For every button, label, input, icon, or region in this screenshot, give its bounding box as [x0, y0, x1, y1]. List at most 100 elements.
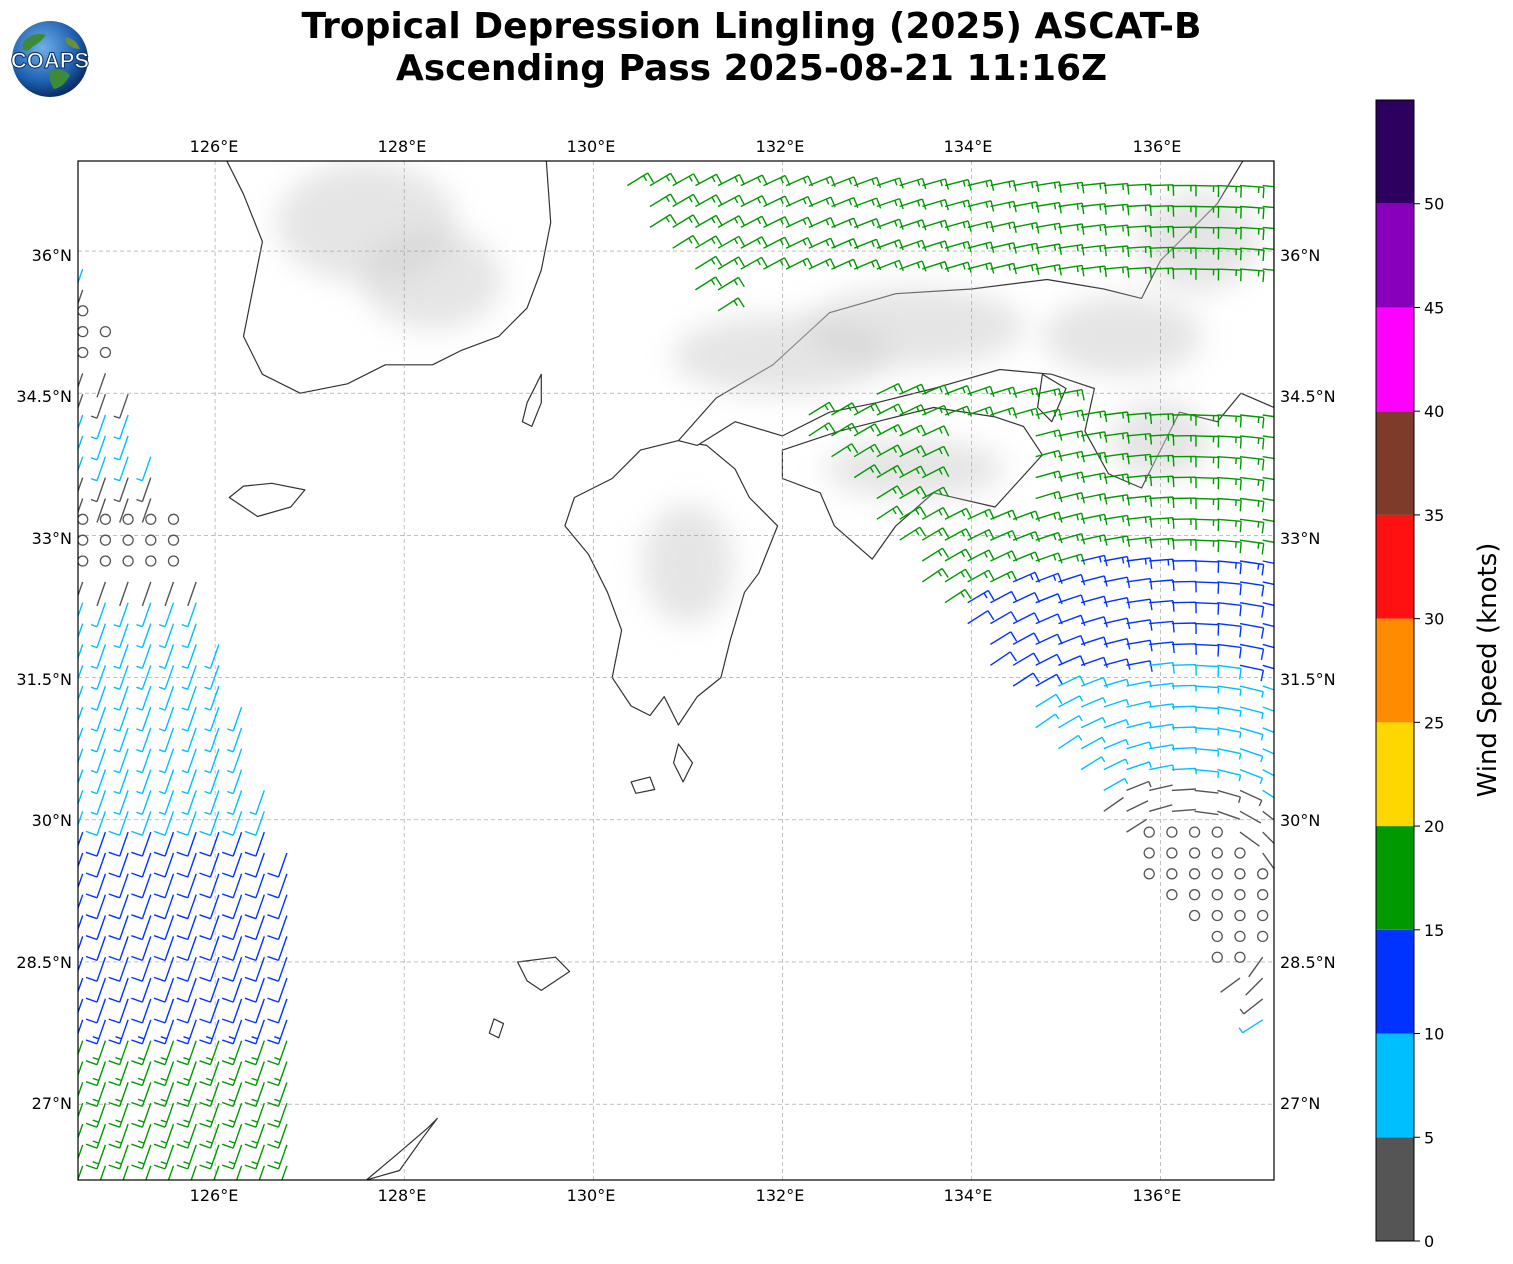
wind-barb [967, 549, 995, 562]
wind-barb [119, 581, 129, 607]
wind-barb [113, 665, 129, 690]
wind-barb [1194, 643, 1220, 657]
wind-barb [221, 894, 243, 920]
wind-barb [244, 852, 265, 878]
wind-barb [876, 423, 904, 437]
wind-barb [199, 977, 220, 1003]
wind-barb [108, 873, 129, 899]
wind-barb [1239, 205, 1265, 220]
wind-barb [1035, 531, 1063, 544]
wind-barb [153, 852, 175, 878]
wind-barb [153, 977, 175, 1003]
wind-barb [221, 831, 243, 857]
wind-barb [1194, 414, 1220, 427]
wind-barb [108, 956, 129, 982]
wind-barb [181, 623, 197, 649]
wind-barb [1103, 535, 1131, 548]
wind-barb [921, 527, 950, 541]
wind-barb [899, 198, 927, 210]
calm-wind-marker [1234, 930, 1246, 943]
lat-tick-left: 33°N [32, 529, 72, 548]
wind-barb [1194, 581, 1220, 594]
wind-barb [244, 956, 265, 982]
wind-barb [153, 956, 175, 982]
wind-barb [899, 239, 927, 252]
wind-barb [740, 195, 768, 208]
wind-barb [176, 873, 197, 899]
okinawa-island [365, 1117, 438, 1180]
wind-barb [1239, 184, 1265, 199]
wind-barb [1262, 476, 1274, 481]
wind-barb [1171, 247, 1197, 260]
wind-barb [1194, 476, 1220, 490]
wind-barb [90, 393, 107, 419]
wind-barb [158, 644, 175, 670]
wind-barb [1058, 533, 1086, 545]
wind-barb [267, 1102, 288, 1128]
wind-barb [1171, 808, 1196, 812]
wind-barb [244, 1123, 265, 1149]
wind-barb [990, 180, 1017, 192]
wind-barb [1080, 696, 1107, 708]
wind-barb [1171, 184, 1197, 197]
wind-barb [1126, 536, 1153, 549]
colorbar-tick-label: 45 [1424, 298, 1444, 317]
wind-barb [876, 485, 904, 500]
wind-barb [99, 1165, 107, 1180]
wind-barb [1217, 789, 1242, 803]
wind-barb [181, 769, 197, 795]
calm-wind-marker [1211, 951, 1223, 963]
lon-tick-top: 136°E [1133, 137, 1182, 156]
wind-barb [763, 236, 791, 249]
wind-barb [1058, 223, 1085, 235]
wind-barb [176, 956, 197, 982]
calm-wind-marker [1211, 889, 1223, 901]
wind-barb [1220, 977, 1241, 993]
wind-barb [1126, 818, 1148, 833]
wind-barb [1262, 268, 1274, 271]
wind-barb [221, 1082, 243, 1108]
wind-barb [763, 257, 791, 270]
wind-barb [1149, 225, 1175, 238]
wind-barb [267, 977, 288, 1003]
wind-barb [1194, 456, 1220, 469]
wind-barb [990, 386, 1018, 398]
wind-barb [1126, 557, 1153, 569]
wind-barb [153, 1061, 175, 1087]
wind-barb [96, 581, 107, 607]
wind-barb [1103, 777, 1129, 792]
wind-barb [1239, 998, 1264, 1015]
wind-barb [899, 260, 927, 272]
wind-barb [899, 465, 927, 479]
wind-barb [831, 443, 859, 458]
wind-barb [1239, 810, 1262, 824]
lon-tick-top: 134°E [944, 137, 993, 156]
wind-barb [131, 873, 152, 899]
wind-barb [90, 748, 107, 774]
wind-barb [199, 1082, 220, 1108]
wind-barb [199, 956, 220, 982]
wind-barb [244, 873, 265, 899]
wind-barb [1012, 242, 1040, 255]
wind-barb [90, 790, 107, 816]
terrain-patch [642, 503, 733, 624]
wind-barb [740, 215, 768, 229]
wind-barb [899, 219, 927, 231]
wind-barb [717, 194, 746, 208]
wind-barb [181, 706, 197, 732]
wind-barb [1262, 664, 1274, 670]
wind-barb [1080, 493, 1108, 505]
wind-barb [1080, 431, 1108, 443]
wind-barb [1012, 201, 1040, 213]
wind-barb [199, 831, 220, 857]
wind-barb [136, 685, 152, 711]
wind-barb [1262, 622, 1274, 628]
lon-tick-bottom: 126°E [190, 1186, 239, 1205]
wind-barb [221, 1061, 243, 1087]
map-title: Tropical Depression Lingling (2025) ASCA… [0, 6, 1513, 90]
lon-tick-top: 126°E [190, 137, 239, 156]
wind-barb [204, 769, 220, 795]
wind-barb [136, 769, 152, 795]
wind-barb [90, 644, 107, 670]
wind-barb [1239, 706, 1264, 720]
